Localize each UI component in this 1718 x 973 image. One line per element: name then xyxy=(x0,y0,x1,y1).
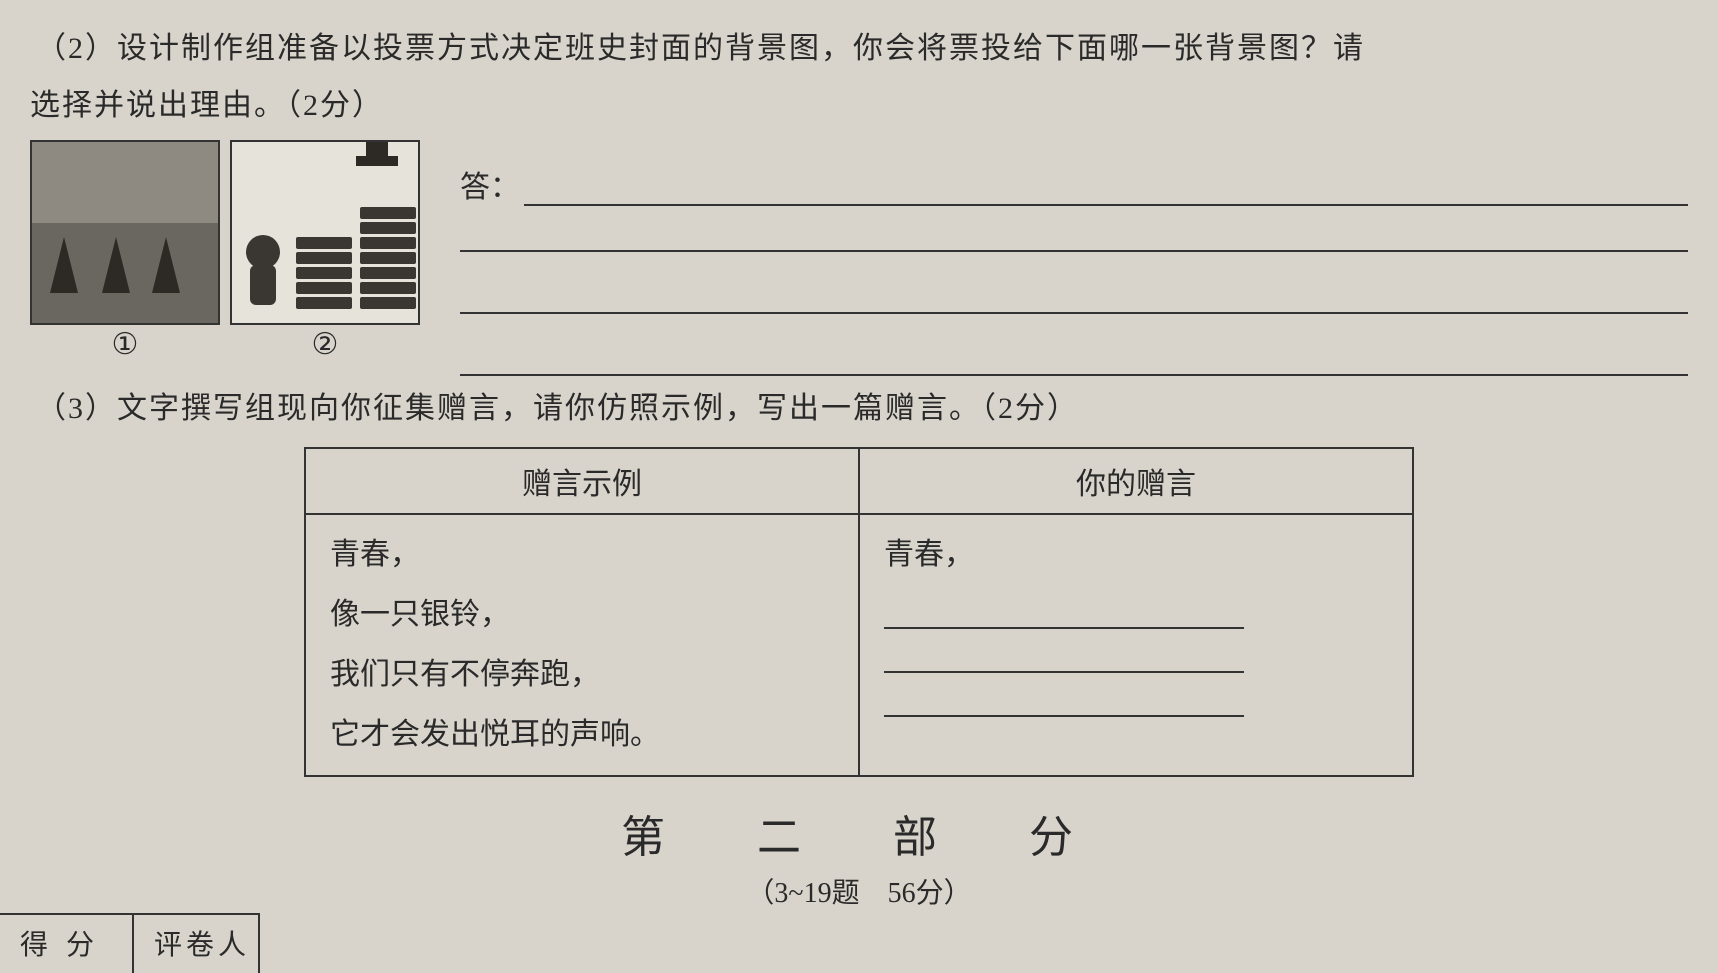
table-header-row: 赠言示例 你的赠言 xyxy=(305,448,1413,514)
your-cell: 青春， xyxy=(859,514,1413,776)
your-blank-2[interactable] xyxy=(884,629,1244,673)
part-sub: （3~19题 56分） xyxy=(30,871,1688,911)
score-label: 得分 xyxy=(0,915,134,973)
q2-line1: （2）设计制作组准备以投票方式决定班史封面的背景图，你会将票投给下面哪一张背景图… xyxy=(30,20,1688,77)
q3-text: 文字撰写组现向你征集赠言，请你仿照示例，写出一篇赠言。（2分） xyxy=(117,392,1079,425)
thumb1-wrap: ① xyxy=(30,140,220,362)
answer-line-2[interactable] xyxy=(460,206,1688,252)
q2-line2: 选择并说出理由。（2分） xyxy=(30,77,1688,134)
table-body-row: 青春， 像一只银铃， 我们只有不停奔跑， 它才会发出悦耳的声响。 青春， xyxy=(305,514,1413,776)
example-l4: 它才会发出悦耳的声响。 xyxy=(330,705,834,765)
answer-line-1[interactable] xyxy=(524,160,1688,206)
thumb1-number: ① xyxy=(112,327,139,362)
boat-2 xyxy=(102,237,130,293)
boat-1 xyxy=(50,237,78,293)
q3-line: （3）文字撰写组现向你征集赠言，请你仿照示例，写出一篇赠言。（2分） xyxy=(30,380,1688,437)
answer-block: 答： xyxy=(430,140,1688,376)
thumb2-wrap: ② xyxy=(230,140,420,362)
grad-cap-icon xyxy=(356,156,398,166)
book-stack-2 xyxy=(360,204,416,309)
th-example: 赠言示例 xyxy=(305,448,859,514)
book-stack-1 xyxy=(296,234,352,309)
q2-images-row: ① ② 答： xyxy=(30,140,1688,376)
example-l3: 我们只有不停奔跑， xyxy=(330,645,834,705)
answer-line-4[interactable] xyxy=(460,330,1688,376)
part-title: 第 二 部 分 xyxy=(30,801,1688,865)
thumb2-books xyxy=(230,140,420,325)
q2-number: （2） xyxy=(36,32,117,65)
q3-number: （3） xyxy=(36,392,117,425)
example-l2: 像一只银铃， xyxy=(330,585,834,645)
answer-line-3[interactable] xyxy=(460,268,1688,314)
boat-3 xyxy=(152,237,180,293)
thumb1-boats xyxy=(30,140,220,325)
grader-label: 评卷人 xyxy=(134,915,258,973)
thumb1-sky xyxy=(32,142,218,223)
gift-words-table: 赠言示例 你的赠言 青春， 像一只银铃， 我们只有不停奔跑， 它才会发出悦耳的声… xyxy=(304,447,1414,777)
kid-icon xyxy=(246,235,280,269)
your-blank-3[interactable] xyxy=(884,673,1244,717)
q2-text-a: 设计制作组准备以投票方式决定班史封面的背景图，你会将票投给下面哪一张背景图？请 xyxy=(117,32,1365,65)
example-l1: 青春， xyxy=(330,525,834,585)
thumb2-number: ② xyxy=(312,327,339,362)
your-blank-1[interactable] xyxy=(884,585,1244,629)
answer-label: 答： xyxy=(460,162,520,206)
th-yours: 你的赠言 xyxy=(859,448,1413,514)
score-box: 得分 评卷人 xyxy=(0,913,260,973)
example-cell: 青春， 像一只银铃， 我们只有不停奔跑， 它才会发出悦耳的声响。 xyxy=(305,514,859,776)
your-l1: 青春， xyxy=(884,525,1388,585)
